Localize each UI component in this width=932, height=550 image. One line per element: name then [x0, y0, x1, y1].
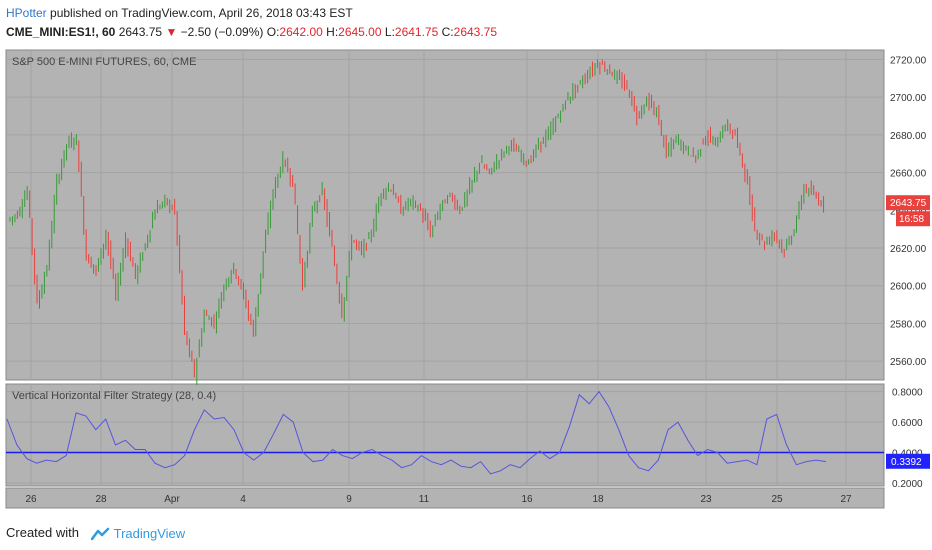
author-link[interactable]: HPotter: [6, 6, 47, 20]
price-tick-label: 2720.00: [890, 55, 927, 66]
vhf-line: [6, 390, 827, 475]
time-tick-label: 18: [592, 494, 604, 505]
close-value: 2643.75: [453, 25, 498, 39]
published-text: published on TradingView.com, April 26, …: [50, 6, 353, 20]
current-price-label: 2643.75: [890, 198, 927, 209]
time-axis: [5, 487, 885, 509]
symbol-name: CME_MINI:ES1!, 60: [6, 25, 116, 39]
price-tick-label: 2700.00: [890, 93, 927, 104]
low-label: L:: [384, 25, 395, 39]
tradingview-brand[interactable]: TradingView: [113, 526, 186, 542]
chart-svg[interactable]: 2720.002700.002680.002660.002640.002620.…: [0, 46, 932, 516]
price-pane-title: S&P 500 E-MINI FUTURES, 60, CME: [12, 56, 196, 68]
time-tick-label: 11: [419, 494, 430, 505]
countdown-tag: [896, 211, 930, 227]
indicator-tick-label: 0.8000: [892, 388, 923, 399]
time-tick-label: 4: [240, 494, 246, 505]
candles-group: [9, 59, 825, 386]
price-tick-label: 2560.00: [890, 357, 927, 368]
indicator-value-label: 0.3392: [891, 457, 922, 468]
indicator-tick-label: 0.6000: [892, 418, 923, 429]
time-tick-label: Apr: [164, 494, 180, 505]
time-tick-label: 25: [771, 494, 783, 505]
footer: Created with TradingView: [0, 516, 932, 550]
price-tick-label: 2660.00: [890, 169, 927, 180]
low-value: 2641.75: [394, 25, 439, 39]
countdown-label: 16:58: [899, 214, 924, 225]
time-tick-label: 23: [700, 494, 712, 505]
high-value: 2645.00: [338, 25, 382, 39]
indicator-pane-title: Vertical Horizontal Filter Strategy (28,…: [12, 390, 216, 402]
open-value: 2642.00: [279, 25, 323, 39]
price-tick-label: 2600.00: [890, 282, 927, 293]
time-tick-label: 28: [95, 494, 107, 505]
open-label: O:: [266, 25, 280, 39]
indicator-value-tag: [886, 453, 930, 469]
down-arrow-icon: ▼: [165, 25, 178, 39]
price-tick-label: 2580.00: [890, 319, 927, 330]
close-label: C:: [441, 25, 454, 39]
price-tick-label: 2620.00: [890, 244, 927, 255]
time-tick-label: 26: [25, 494, 37, 505]
chart-area[interactable]: 2720.002700.002680.002660.002640.002620.…: [0, 46, 932, 516]
chart-header: HPotter published on TradingView.com, Ap…: [0, 0, 932, 42]
time-tick-label: 27: [840, 494, 852, 505]
indicator-pane: [5, 383, 885, 487]
current-price-tag: [886, 195, 930, 211]
high-label: H:: [326, 25, 339, 39]
price-change: −2.50 (−0.09%): [180, 25, 264, 39]
created-with: Created with TradingView: [6, 525, 185, 541]
tradingview-logo-icon[interactable]: [90, 527, 111, 541]
price-tick-label: 2680.00: [890, 131, 927, 142]
symbol-info: CME_MINI:ES1!, 60 2643.75 ▼ −2.50 (−0.09…: [6, 25, 497, 39]
time-tick-label: 16: [521, 494, 533, 505]
publish-info: HPotter published on TradingView.com, Ap…: [6, 6, 353, 20]
time-tick-label: 9: [346, 494, 352, 505]
created-with-text: Created with: [6, 525, 79, 540]
last-price: 2643.75: [118, 25, 163, 39]
indicator-tick-label: 0.2000: [892, 479, 923, 490]
